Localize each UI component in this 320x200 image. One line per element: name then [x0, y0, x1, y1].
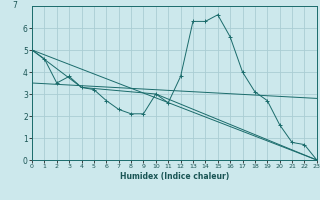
X-axis label: Humidex (Indice chaleur): Humidex (Indice chaleur): [120, 172, 229, 181]
Text: 7: 7: [12, 1, 17, 10]
